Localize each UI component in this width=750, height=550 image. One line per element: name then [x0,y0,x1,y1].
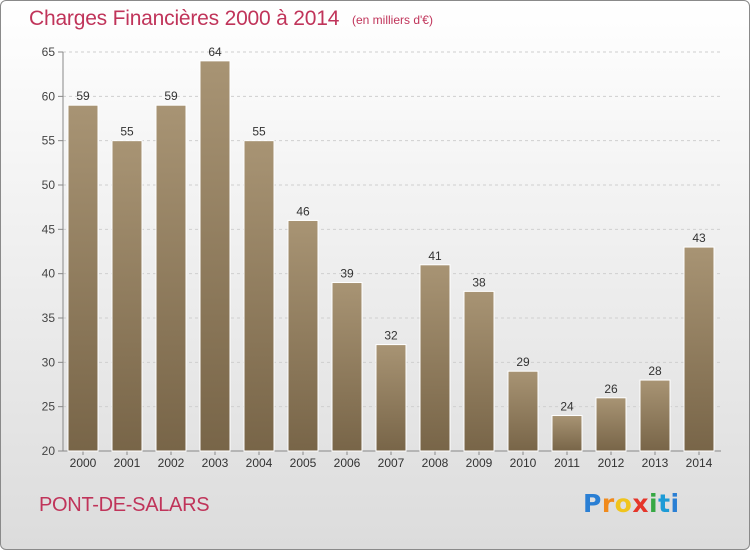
bar-2011 [551,415,583,452]
data-label: 39 [340,267,354,281]
bar-2012 [595,397,627,452]
data-label: 59 [164,89,178,103]
x-tick-label: 2002 [158,456,185,470]
logo-letter: P [583,489,602,518]
data-label: 41 [428,249,442,263]
y-tick-label: 60 [42,89,56,103]
x-tick-label: 2008 [422,456,449,470]
bar-2001 [111,140,143,452]
y-tick-label: 55 [42,134,56,148]
data-label: 28 [648,364,662,378]
x-tick-label: 2009 [466,456,493,470]
place-name: PONT-DE-SALARS [39,494,210,516]
y-tick-label: 50 [42,178,56,192]
bar-2014 [683,246,715,452]
y-tick-label: 40 [42,267,56,281]
bar-2003 [199,60,231,452]
x-tick-label: 2003 [202,456,229,470]
y-tick-label: 20 [42,444,56,458]
bar-2009 [463,290,495,452]
x-tick-label: 2014 [686,456,713,470]
x-tick-label: 2001 [114,456,141,470]
x-tick-label: 2007 [378,456,405,470]
data-label: 43 [692,231,706,245]
data-label: 64 [208,45,222,59]
bar-2005 [287,219,319,452]
y-tick-label: 30 [42,355,56,369]
logo-letter: o [614,489,633,518]
logo-letter: i [670,489,680,518]
data-label: 46 [296,204,310,218]
bar-2006 [331,282,363,452]
bar-2000 [67,104,99,452]
data-label: 59 [76,89,90,103]
data-label: 26 [604,382,618,396]
data-label: 55 [120,125,134,139]
x-tick-label: 2013 [642,456,669,470]
y-tick-label: 25 [42,400,56,414]
x-tick-label: 2004 [246,456,273,470]
logo-letter: r [601,489,615,518]
y-tick-label: 65 [42,45,56,59]
bar-2013 [639,379,671,452]
x-tick-label: 2000 [70,456,97,470]
logo-letter: t [658,489,671,518]
data-label: 55 [252,125,266,139]
logo-letter: i [649,489,659,518]
proxiti-logo[interactable]: Proxiti [583,489,680,518]
chart-subtitle: (en milliers d'€) [352,13,433,27]
chart-title: Charges Financières 2000 à 2014 [29,7,340,30]
bars [67,60,715,452]
data-label: 24 [560,400,574,414]
data-label: 29 [516,355,530,369]
data-label: 32 [384,329,398,343]
data-label: 38 [472,275,486,289]
bar-2007 [375,344,407,452]
bar-2010 [507,370,539,452]
x-tick-label: 2005 [290,456,317,470]
x-tick-label: 2012 [598,456,625,470]
data-labels: 59 55 59 64 55 46 39 32 41 38 29 24 26 28 43 [76,45,706,414]
y-tick-label: 35 [42,311,56,325]
bar-2008 [419,264,451,452]
y-tick-label: 45 [42,222,56,236]
logo-letter: x [632,489,649,518]
x-tick-label: 2010 [510,456,537,470]
bar-2004 [243,140,275,452]
x-tick-label: 2011 [554,456,580,470]
x-tick-label: 2006 [334,456,361,470]
bar-2002 [155,104,187,452]
